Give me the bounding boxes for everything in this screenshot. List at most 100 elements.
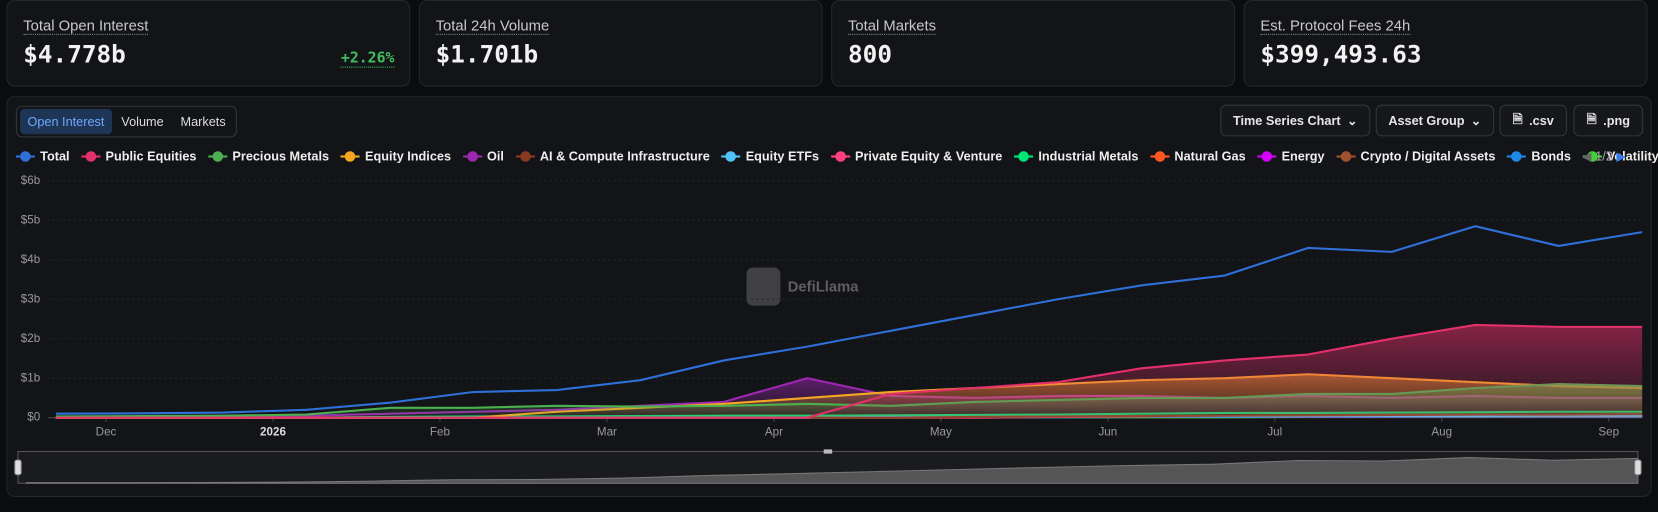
tab-bar: Open Interest Volume Markets (15, 105, 238, 138)
watermark-text: DefiLlama (788, 280, 859, 296)
series-line (55, 323, 1643, 419)
y-tick-label: $6b (21, 174, 40, 187)
stat-card: Total Markets 800 (831, 0, 1236, 87)
legend-label: AI & Compute Infrastructure (539, 149, 710, 164)
legend-icon (15, 151, 35, 162)
y-tick-label: $2b (21, 332, 40, 345)
file-icon: 🗎 (1512, 111, 1523, 127)
series-line (55, 225, 1643, 415)
legend-icon (1014, 151, 1034, 162)
x-tick-label: May (930, 426, 952, 439)
x-tick-label: Jul (1267, 426, 1282, 439)
watermark-icon (746, 267, 781, 306)
brush-handle[interactable] (14, 459, 22, 476)
legend-dot (1511, 151, 1522, 162)
legend-dot (85, 151, 96, 162)
legend-item[interactable]: Total (15, 149, 70, 164)
legend-icon (462, 151, 482, 162)
file-icon: 🗎 (1586, 111, 1597, 127)
legend-item[interactable]: Precious Metals (208, 149, 329, 164)
x-tick-label: Sep (1598, 426, 1619, 439)
legend-item[interactable]: Oil (462, 149, 504, 164)
legend-icon (81, 151, 101, 162)
legend-label: Bonds (1531, 149, 1571, 164)
prev-arrow[interactable]: ◀ (1581, 149, 1592, 164)
legend-icon (1336, 151, 1356, 162)
stat-card: Est. Protocol Fees 24h $399,493.63 (1243, 0, 1648, 87)
next-arrow[interactable]: ▶ (1616, 149, 1627, 164)
x-tick-label: Aug (1431, 426, 1452, 439)
tab[interactable]: Open Interest (20, 108, 112, 135)
legend-label: Energy (1281, 149, 1325, 164)
legend-item[interactable]: Crypto / Digital Assets (1336, 149, 1495, 164)
chevron: ⌄ (1346, 113, 1358, 128)
watermark: DefiLlama (746, 267, 859, 306)
stat-label: Total Open Interest (23, 16, 149, 35)
x-tick-label: Feb (430, 426, 450, 439)
y-tick-label: $4b (21, 253, 40, 266)
legend-icon (515, 151, 535, 162)
x-tick-label: Dec (96, 426, 117, 439)
x-tick-label: Mar (597, 426, 617, 439)
legend-label: Total (40, 149, 70, 164)
chevron: ⌄ (1470, 113, 1482, 128)
png-button[interactable]: 🗎 .png (1573, 104, 1644, 137)
legend-label: Equity ETFs (745, 149, 820, 164)
legend-item[interactable]: Energy (1257, 149, 1325, 164)
legend-dot (20, 151, 31, 162)
legend-dot (725, 151, 737, 162)
legend-item[interactable]: Equity ETFs (721, 149, 819, 164)
legend-item[interactable]: Public Equities (81, 149, 196, 164)
legend-icon (1257, 151, 1277, 162)
legend-icon (208, 151, 228, 162)
stat-card: Total 24h Volume $1.701b (418, 0, 823, 87)
legend-item[interactable]: Natural Gas (1150, 149, 1246, 164)
stat-card: Total Open Interest $4.778b +2.26% (6, 0, 411, 87)
legend-dot (344, 151, 356, 162)
legend-dot (519, 151, 531, 162)
page-label: 1/2 (1595, 149, 1613, 164)
legend-dot (1018, 151, 1029, 162)
legend-dot (1261, 151, 1273, 162)
legend-item[interactable]: Private Equity & Venture (830, 149, 1003, 164)
csv-button[interactable]: 🗎 .csv (1499, 104, 1568, 137)
legend-item[interactable]: Equity Indices (340, 149, 451, 164)
chart-type-select[interactable]: Time Series Chart ⌄ (1220, 104, 1371, 137)
legend-label: Private Equity & Venture (854, 149, 1003, 164)
legend-dot (834, 151, 846, 162)
x-tick-label: Jun (1098, 426, 1117, 439)
button-label: .png (1603, 113, 1630, 128)
stat-cards: Total Open Interest $4.778b +2.26% Total 2… (6, 0, 1648, 87)
stat-change: +2.26% (340, 49, 395, 68)
y-tick-label: $5b (21, 213, 40, 226)
legend-label: Natural Gas (1174, 149, 1246, 164)
stat-value: 800 (848, 41, 892, 69)
legend-label: Precious Metals (232, 149, 330, 164)
y-tick-label: $1b (21, 371, 40, 384)
legend-dot (466, 151, 478, 162)
legend-item[interactable]: Volatility (1582, 149, 1658, 164)
legend-icon (1150, 151, 1170, 162)
brush-grip (823, 449, 833, 454)
legend-item[interactable]: Industrial Metals (1014, 149, 1138, 164)
chart: DefiLlama $0 $1b $2b $3b $4b $5b $6b Dec 2026 Feb… (14, 174, 1643, 484)
stat-label: Total 24h Volume (435, 16, 550, 35)
legend-dot (1586, 151, 1598, 162)
legend-item[interactable]: Bonds (1507, 149, 1571, 164)
tab[interactable]: Markets (180, 114, 226, 130)
group-select[interactable]: Asset Group ⌄ (1375, 104, 1495, 137)
stat-label: Total Markets (848, 16, 937, 35)
brush-handle[interactable] (1634, 459, 1642, 476)
tab[interactable]: Volume (121, 114, 164, 130)
y-tick-label: $0 (27, 411, 40, 424)
chart-panel (6, 96, 1652, 497)
legend-label: Crypto / Digital Assets (1360, 149, 1496, 164)
stat-value: $4.778b (23, 41, 126, 69)
brush-area (25, 457, 1639, 484)
legend-item[interactable]: AI & Compute Infrastructure (515, 149, 710, 164)
stat-label: Est. Protocol Fees 24h (1260, 16, 1411, 35)
legend-icon (830, 151, 850, 162)
legend-pager: ◀ 1/2 ▶ (1582, 149, 1626, 164)
button-label: .csv (1529, 113, 1554, 128)
